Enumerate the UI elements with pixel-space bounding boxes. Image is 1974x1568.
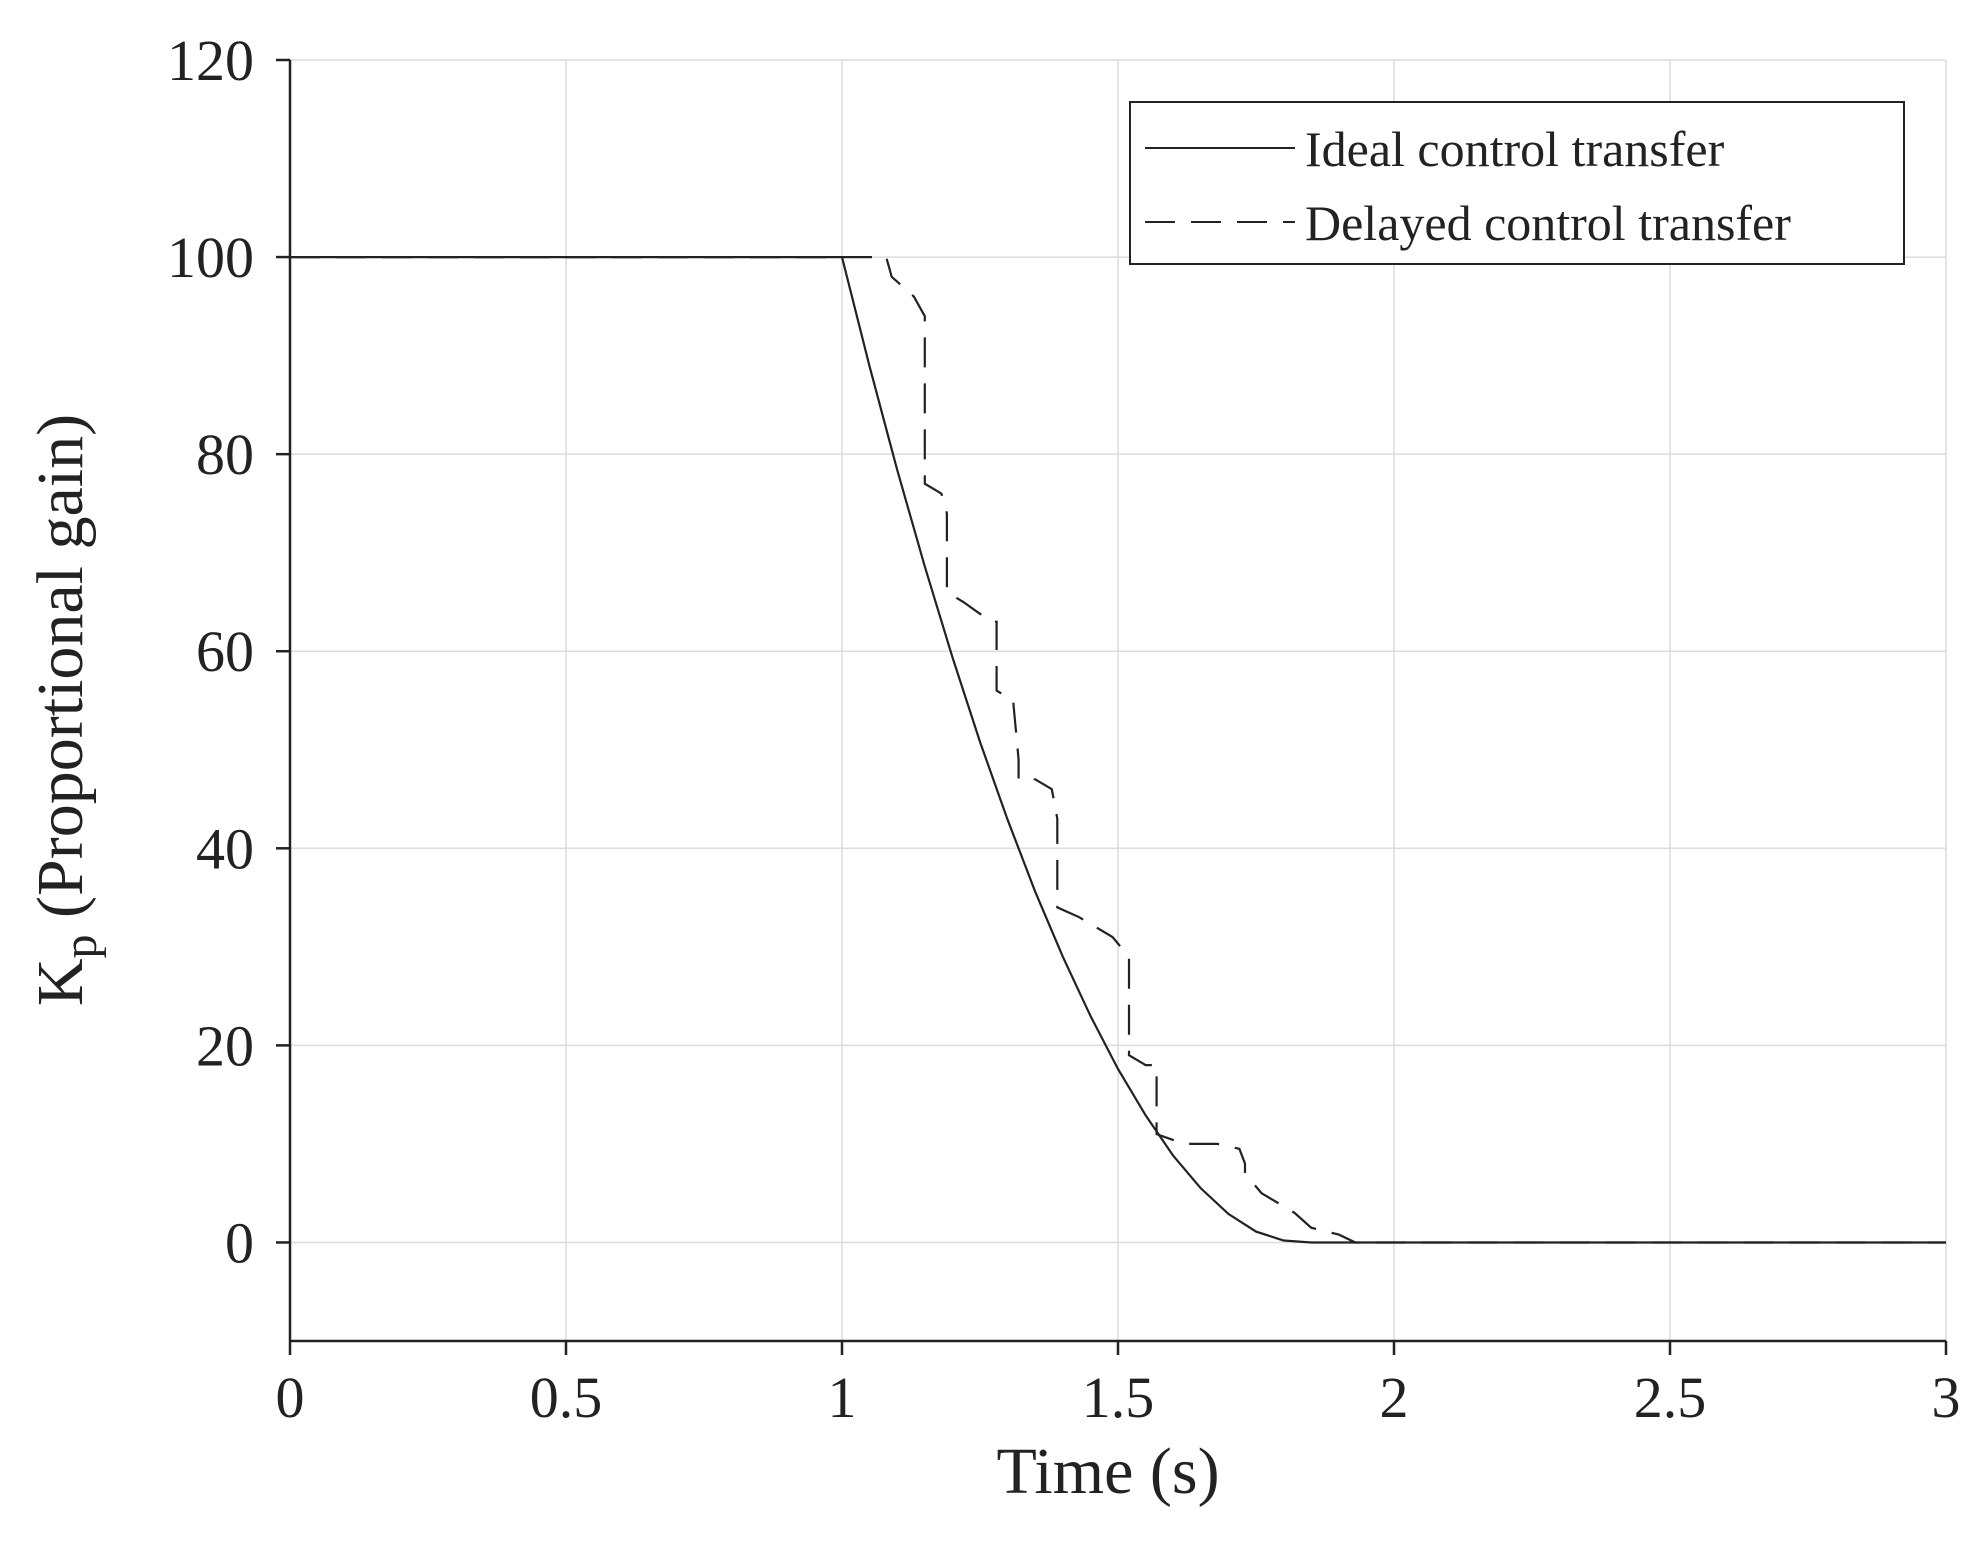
series-layer bbox=[290, 256, 1946, 1244]
x-tick-label: 3 bbox=[1932, 1365, 1961, 1430]
x-tick-label: 2.5 bbox=[1634, 1365, 1707, 1430]
y-tick-label: 80 bbox=[196, 422, 254, 487]
x-tick-label: 1.5 bbox=[1082, 1365, 1155, 1430]
y-axis-title: Kp (Proportional gain) bbox=[24, 414, 107, 1006]
series-line-delayed bbox=[290, 256, 1946, 1244]
axes bbox=[276, 58, 1948, 1355]
y-tick-label: 20 bbox=[196, 1013, 254, 1078]
y-axis-title-subscript: p bbox=[54, 934, 107, 958]
y-axis-title-main: K bbox=[24, 958, 97, 1006]
x-tick-label: 0.5 bbox=[530, 1365, 603, 1430]
y-tick-label: 0 bbox=[225, 1210, 254, 1275]
y-axis-title-suffix: (Proportional gain) bbox=[24, 414, 97, 935]
legend-label-ideal: Ideal control transfer bbox=[1305, 121, 1725, 177]
legend-box bbox=[1129, 101, 1905, 265]
x-tick-label: 0 bbox=[276, 1365, 305, 1430]
y-tick-label: 60 bbox=[196, 619, 254, 684]
legend-label-delayed: Delayed control transfer bbox=[1305, 195, 1791, 251]
x-tick-label: 1 bbox=[828, 1365, 857, 1430]
series-line-ideal bbox=[290, 256, 1946, 1244]
y-tick-label: 120 bbox=[167, 28, 254, 93]
svg-text:Kp (Proportional gain): Kp (Proportional gain) bbox=[24, 414, 107, 1006]
x-axis-title: Time (s) bbox=[996, 1435, 1219, 1508]
y-tick-label: 100 bbox=[167, 225, 254, 290]
legend: Ideal control transfer Delayed control t… bbox=[1129, 101, 1905, 265]
x-tick-label: 2 bbox=[1380, 1365, 1409, 1430]
tick-labels: 0 0.5 1 1.5 2 2.5 3 0 20 40 60 80 100 120 bbox=[167, 28, 1961, 1430]
y-tick-label: 40 bbox=[196, 816, 254, 881]
